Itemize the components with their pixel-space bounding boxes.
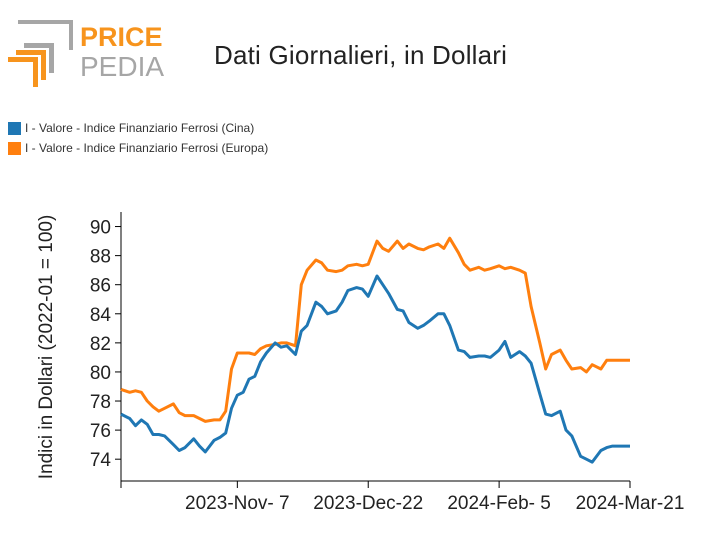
legend-item-europa[interactable]: I - Valore - Indice Finanziario Ferrosi … <box>8 138 268 158</box>
x-tick-label: 2024-Feb- 5 <box>447 493 551 514</box>
y-tick-label: 80 <box>90 363 111 384</box>
y-tick-label: 84 <box>90 305 112 326</box>
x-tick-label: 2023-Dec-22 <box>313 493 423 514</box>
series-line-cina <box>120 274 630 464</box>
legend-item-cina[interactable]: I - Valore - Indice Finanziario Ferrosi … <box>8 118 268 138</box>
y-tick-label: 86 <box>90 276 111 297</box>
y-tick-label: 82 <box>90 334 111 355</box>
logo-word-price: PRICE <box>80 22 163 52</box>
x-tick-label: 2024-Mar-21 <box>576 493 685 514</box>
legend-swatch-europa <box>8 141 21 155</box>
chart-legend: I - Valore - Indice Finanziario Ferrosi … <box>8 118 268 158</box>
y-tick-label: 74 <box>90 450 112 471</box>
legend-label-cina: I - Valore - Indice Finanziario Ferrosi … <box>25 121 255 135</box>
legend-swatch-cina <box>8 121 21 135</box>
legend-label-europa: I - Valore - Indice Finanziario Ferrosi … <box>25 141 269 155</box>
logo-word-pedia: PEDIA <box>80 51 164 82</box>
y-tick-label: 90 <box>90 218 111 239</box>
y-axis-label: Indici in Dollari (2022-01 = 100) <box>36 215 57 480</box>
chart-series <box>120 236 630 464</box>
x-tick-label: 2023-Nov- 7 <box>185 493 290 514</box>
y-tick-label: 88 <box>90 247 111 268</box>
pricepedia-logo: PRICE PEDIA <box>8 20 168 100</box>
y-tick-label: 76 <box>90 421 111 442</box>
logo-mark: PRICE PEDIA <box>8 20 164 87</box>
y-tick-label: 78 <box>90 392 111 413</box>
series-line-europa <box>120 236 630 423</box>
chart-axes: 74 76 78 80 82 84 86 88 90 2023-Nov- 7 2023-Dec-22… <box>90 212 685 514</box>
chart-title: Dati Giornalieri, in Dollari <box>214 40 508 70</box>
